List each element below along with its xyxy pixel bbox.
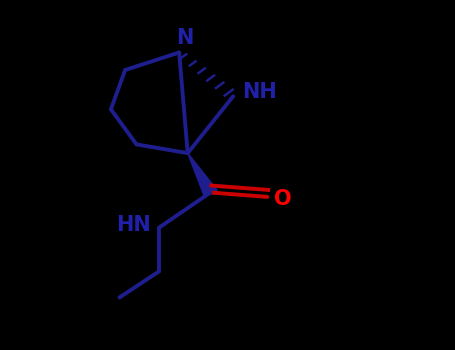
Text: NH: NH xyxy=(242,82,277,102)
Polygon shape xyxy=(187,153,217,195)
Text: O: O xyxy=(274,189,292,209)
Text: HN: HN xyxy=(116,215,151,235)
Text: N: N xyxy=(176,28,193,48)
